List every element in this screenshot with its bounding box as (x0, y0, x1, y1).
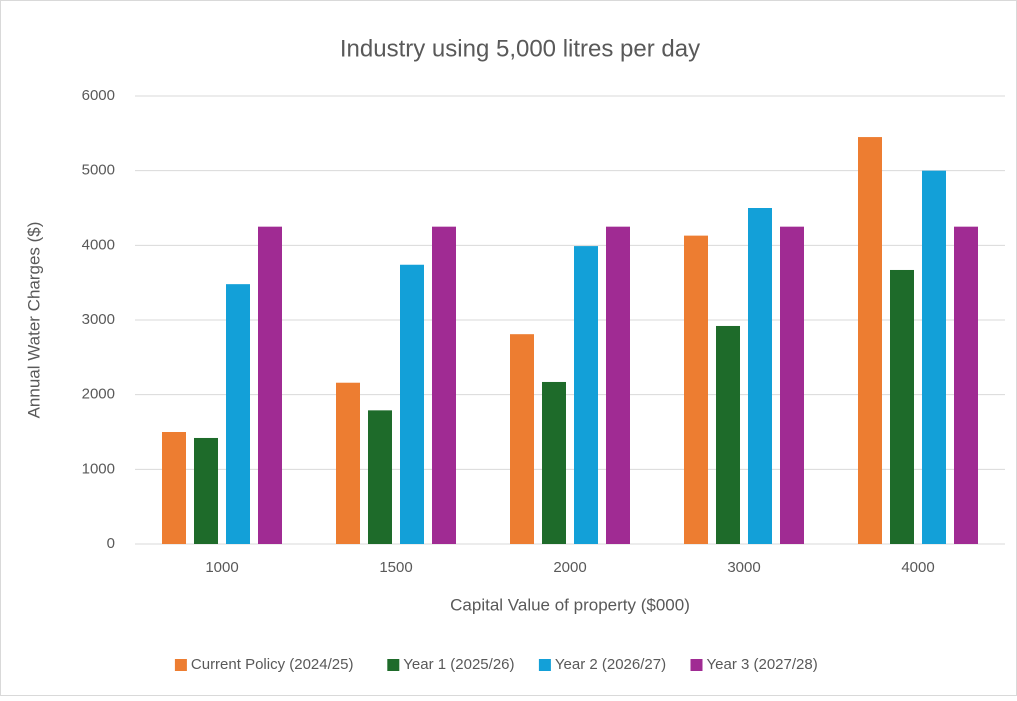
x-tick-label: 4000 (901, 559, 934, 576)
bar (890, 269, 914, 544)
x-tick-label: 3000 (727, 559, 760, 576)
bar (748, 208, 772, 544)
chart-title: Industry using 5,000 litres per day (340, 35, 700, 62)
bar (226, 284, 250, 544)
bar (194, 437, 218, 544)
bar (684, 235, 708, 545)
legend-label: Year 1 (2025/26) (403, 656, 514, 673)
y-axis-label: Annual Water Charges ($) (24, 222, 43, 419)
bar (858, 137, 882, 545)
bar (432, 226, 456, 544)
x-tick-label: 2000 (553, 559, 586, 576)
bar (162, 432, 186, 544)
bar (400, 264, 424, 544)
bar (510, 334, 534, 544)
legend-swatch (174, 659, 187, 671)
legend-swatch (387, 659, 400, 671)
legend-swatch (538, 659, 551, 671)
bar (922, 170, 946, 544)
x-axis-label: Capital Value of property ($000) (450, 595, 690, 614)
bar (542, 381, 566, 544)
x-tick-label: 1500 (379, 559, 412, 576)
y-tick-label: 5000 (82, 162, 115, 179)
legend-label: Year 2 (2026/27) (555, 656, 666, 673)
legend-label: Year 3 (2027/28) (707, 656, 818, 673)
bar (954, 226, 978, 544)
bar (258, 226, 282, 544)
legend-swatch (690, 659, 703, 671)
x-tick-label: 1000 (205, 559, 238, 576)
legend-label: Current Policy (2024/25) (191, 656, 354, 673)
bar (606, 226, 630, 544)
y-tick-label: 4000 (82, 236, 115, 253)
bar (368, 410, 392, 544)
bar (574, 246, 598, 544)
bar (716, 325, 740, 544)
y-tick-label: 1000 (82, 460, 115, 477)
bar (780, 226, 804, 544)
y-tick-label: 3000 (82, 311, 115, 328)
y-tick-label: 6000 (82, 87, 115, 104)
y-tick-label: 0 (107, 535, 115, 552)
y-tick-label: 2000 (82, 386, 115, 403)
bar (336, 382, 360, 544)
